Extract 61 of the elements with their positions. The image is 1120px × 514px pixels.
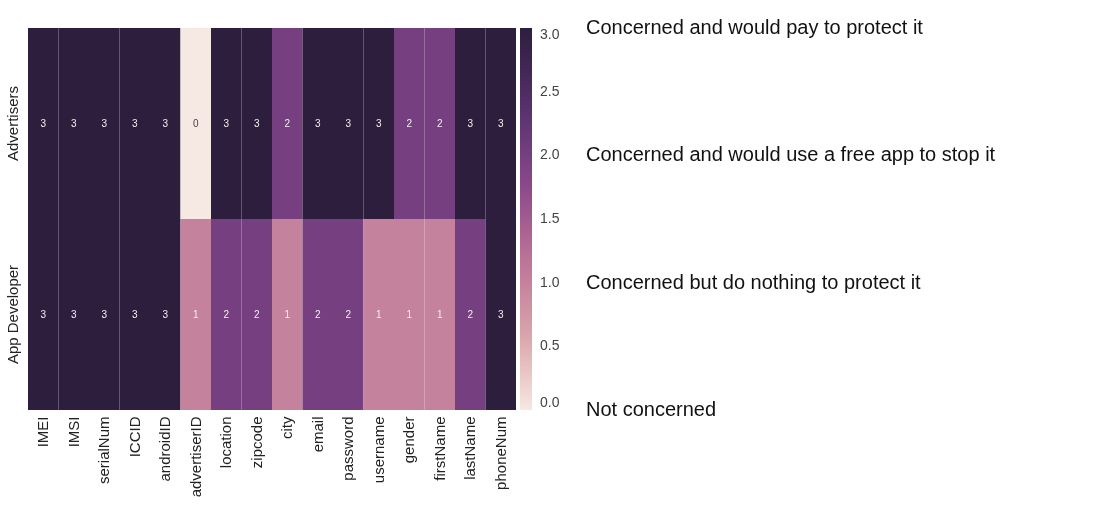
color-bar-label: 1.0 <box>540 273 560 290</box>
data-label: 3 <box>40 117 47 129</box>
x-tick-label: city <box>278 416 296 439</box>
data-label: 1 <box>406 308 413 320</box>
data-label: 2 <box>253 308 260 320</box>
data-label: 3 <box>101 308 108 320</box>
data-label: 3 <box>375 117 382 129</box>
data-label: 3 <box>70 308 77 320</box>
x-tick-label: lastName <box>461 416 479 480</box>
text: Concerned but do nothing to protect it <box>586 270 922 293</box>
x-tick-label: IMSI <box>64 416 82 448</box>
data-label: 3 <box>253 117 260 129</box>
data-label: 3 <box>131 117 138 129</box>
data-label: 2 <box>467 308 474 320</box>
x-tick-label: serialNum <box>95 416 113 485</box>
x-tick-label: androidID <box>156 416 174 482</box>
data-label: 3 <box>162 308 169 320</box>
text: Concerned and would pay to protect it <box>586 16 924 38</box>
text: Concerned and would use a free app to stop it <box>586 143 996 166</box>
data-label: 3 <box>101 117 108 129</box>
data-label: 1 <box>284 308 291 320</box>
data-label: 3 <box>70 117 77 129</box>
color-bar-label: 0.5 <box>540 337 560 354</box>
data-label: 2 <box>223 308 230 320</box>
data-label: 3 <box>345 117 352 129</box>
color-bar-label: 3.0 <box>540 26 560 42</box>
text: Not concerned <box>586 398 717 420</box>
data-label: 2 <box>345 308 352 320</box>
data-label: 2 <box>436 117 443 129</box>
data-label: 3 <box>497 117 504 129</box>
x-tick-label: gender <box>400 416 418 464</box>
x-tick-label: IMEI <box>34 416 52 448</box>
x-tick-label: firstName <box>430 416 448 481</box>
data-label: 2 <box>314 308 321 320</box>
data-label: 0 <box>192 117 199 129</box>
color-bar-label: 0.0 <box>540 394 560 410</box>
x-tick-label: phoneNum <box>491 416 509 490</box>
x-tick-label: ICCID <box>125 416 143 458</box>
data-label: 2 <box>406 117 413 129</box>
color-bar-label: 2.0 <box>540 146 560 163</box>
color-bar-label: 2.5 <box>540 82 560 99</box>
data-label: 3 <box>131 308 138 320</box>
data-label: 1 <box>436 308 443 320</box>
x-tick-label: email <box>308 416 326 453</box>
data-label: 3 <box>497 308 504 320</box>
data-label: 3 <box>40 308 47 320</box>
x-tick-label: username <box>369 416 387 484</box>
data-label: 1 <box>192 308 199 320</box>
y-tick-label: Advertisers <box>3 85 21 162</box>
x-tick-label: password <box>339 416 357 481</box>
data-label: 3 <box>467 117 474 129</box>
x-tick-label: location <box>217 416 235 469</box>
x-tick-label: zipcode <box>247 416 265 469</box>
data-label: 3 <box>223 117 230 129</box>
data-label: 1 <box>375 308 382 320</box>
data-label: 2 <box>284 117 291 129</box>
color-bar-label: 1.5 <box>540 210 560 226</box>
data-label: 3 <box>314 117 321 129</box>
y-tick-label: App Developer <box>3 264 21 365</box>
x-tick-label: advertiserID <box>186 416 204 498</box>
data-label: 3 <box>162 117 169 129</box>
